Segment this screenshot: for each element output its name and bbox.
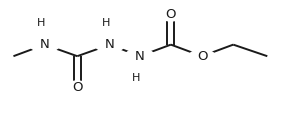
Text: N: N [40, 38, 50, 51]
Ellipse shape [64, 81, 90, 94]
Text: O: O [72, 81, 83, 94]
Text: O: O [166, 8, 176, 21]
Text: N: N [135, 50, 144, 63]
Ellipse shape [30, 37, 60, 52]
Ellipse shape [189, 50, 215, 62]
Ellipse shape [158, 8, 184, 21]
Text: O: O [197, 50, 207, 63]
Text: H: H [102, 18, 110, 28]
Text: N: N [105, 38, 115, 51]
Text: H: H [37, 18, 45, 28]
Ellipse shape [95, 37, 125, 52]
Ellipse shape [125, 49, 155, 63]
Text: H: H [132, 73, 140, 83]
